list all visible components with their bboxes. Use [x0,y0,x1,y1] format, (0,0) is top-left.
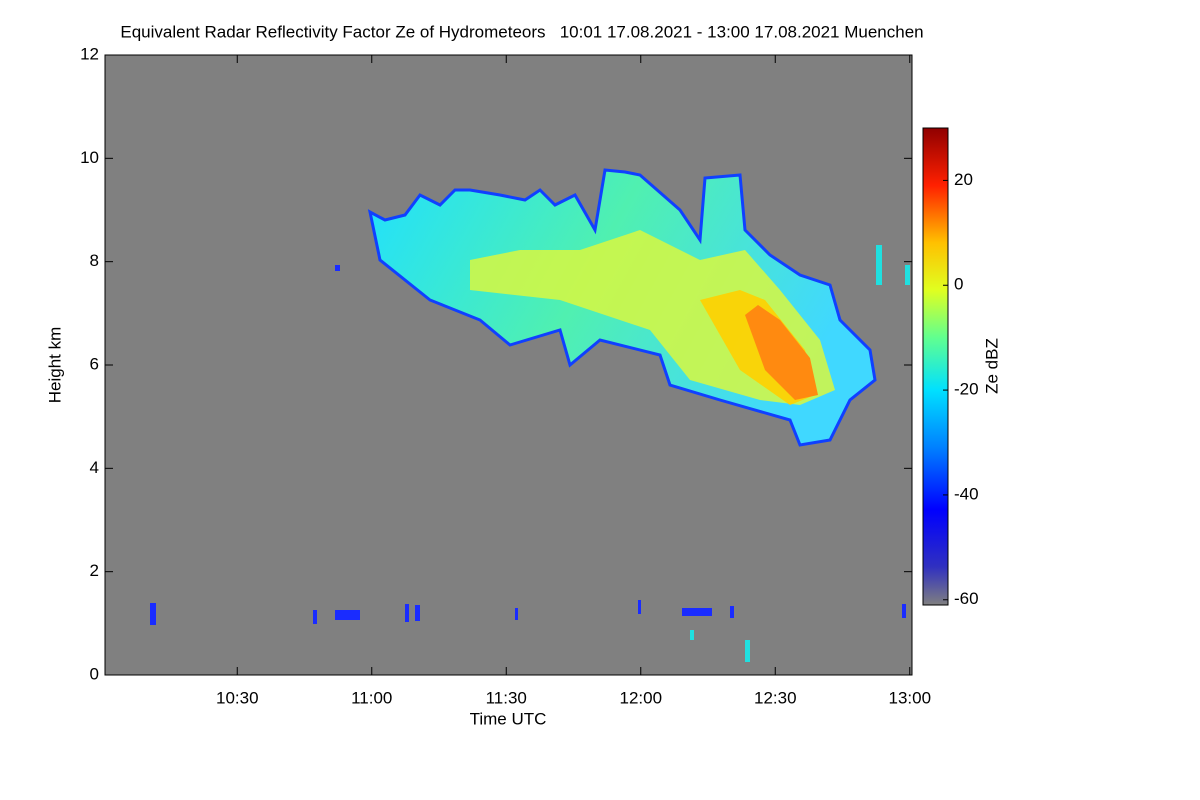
x-tick-label: 12:00 [619,688,662,707]
x-tick-label: 10:30 [216,688,259,707]
y-tick-label: 12 [80,44,99,63]
colorbar-tick-label: 0 [954,275,963,294]
clutter [150,265,906,625]
colorbar-tick-label: 20 [954,170,973,189]
x-tick-label: 11:30 [486,688,527,707]
colorbar-tick-label: -60 [954,589,979,608]
cloud-core [745,305,818,400]
y-tick-label: 4 [90,458,99,477]
y-tick-label: 0 [90,664,99,683]
y-axis-label: Height km [45,327,64,404]
x-tick-label: 13:00 [888,688,931,707]
x-tick-label: 11:00 [351,688,392,707]
clutter-cyan [690,245,910,662]
y-tick-label: 6 [90,354,99,373]
chart-title: Equivalent Radar Reflectivity Factor Ze … [120,22,923,41]
reflectivity-field [150,168,910,662]
y-tick-label: 8 [90,251,99,270]
colorbar [922,127,949,606]
colorbar-tick-label: -40 [954,484,979,503]
x-axis-label: Time UTC [470,709,547,728]
y-tick-label: 10 [80,148,99,167]
x-tick-label: 12:30 [754,688,797,707]
colorbar-tick-label: -20 [954,380,979,399]
colorbar-label: Ze dBZ [982,338,1001,394]
y-tick-label: 2 [90,561,99,580]
